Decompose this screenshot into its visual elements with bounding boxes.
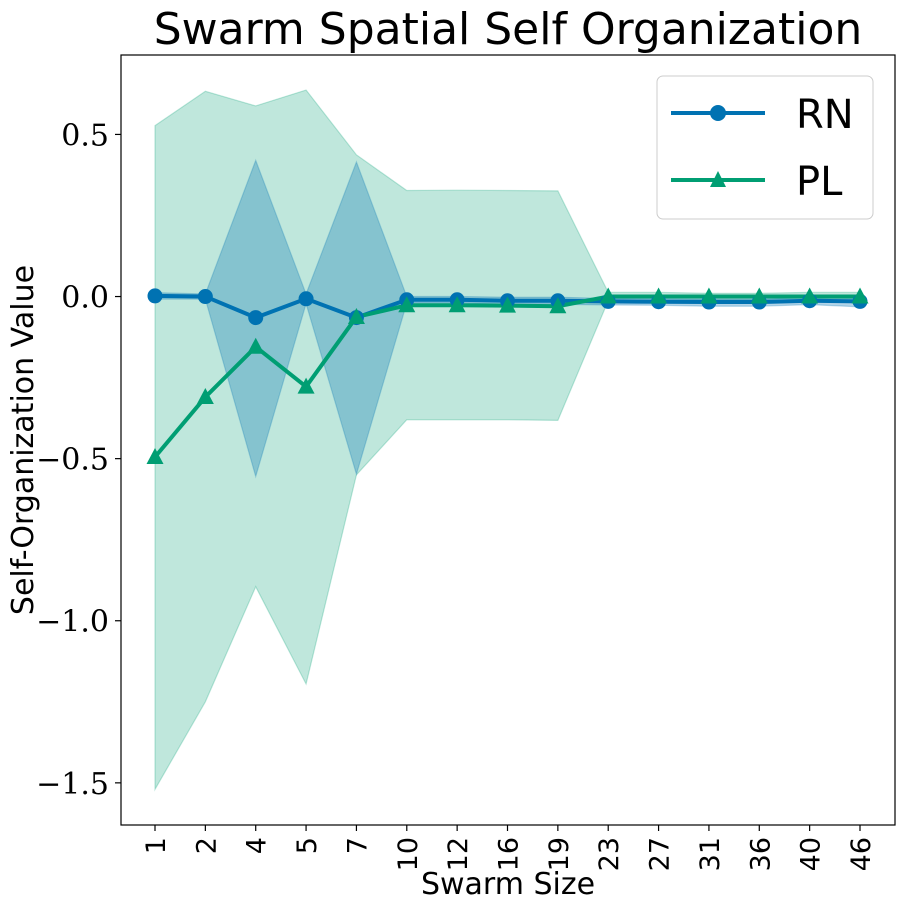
x-tick-label: 46 bbox=[846, 837, 877, 871]
x-tick-label: 36 bbox=[745, 837, 776, 871]
point-pl-5 bbox=[297, 377, 315, 394]
point-pl-36 bbox=[750, 287, 768, 304]
x-tick-label: 2 bbox=[191, 837, 222, 854]
plot-area bbox=[120, 54, 896, 826]
point-rn-4 bbox=[248, 310, 264, 326]
legend-label-rn: RN bbox=[796, 92, 854, 138]
x-tick-label: 1 bbox=[141, 837, 172, 854]
point-pl-10 bbox=[398, 296, 416, 313]
y-axis: 0.5 0.0 −0.5 −1.0 −1.5 bbox=[36, 118, 121, 802]
point-pl-4 bbox=[247, 337, 265, 354]
point-pl-40 bbox=[801, 287, 819, 304]
x-tick-label: 40 bbox=[796, 837, 827, 871]
series-markers bbox=[146, 287, 869, 465]
point-rn-2 bbox=[197, 289, 213, 305]
x-tick-label: 5 bbox=[292, 837, 323, 854]
point-pl-12 bbox=[448, 296, 466, 313]
x-tick-label: 19 bbox=[544, 837, 575, 871]
x-tick-label: 31 bbox=[695, 837, 726, 871]
x-tick-label: 12 bbox=[443, 837, 474, 871]
x-tick-label: 7 bbox=[342, 837, 373, 854]
x-tick-label: 23 bbox=[594, 837, 625, 871]
x-tick-label: 16 bbox=[494, 837, 525, 871]
x-tick-label: 4 bbox=[242, 837, 273, 854]
y-tick-label: 0.5 bbox=[61, 118, 109, 153]
legend-marker-pl bbox=[710, 171, 726, 187]
y-tick-label: −1.5 bbox=[36, 767, 109, 802]
y-axis-label: Self-Organization Value bbox=[6, 265, 41, 615]
legend-marker-rn bbox=[710, 105, 726, 121]
x-axis-label: Swarm Size bbox=[421, 867, 595, 902]
y-tick-label: 0.0 bbox=[61, 281, 109, 316]
point-pl-46 bbox=[851, 287, 869, 304]
point-pl-23 bbox=[599, 287, 617, 304]
point-pl-19 bbox=[549, 297, 567, 314]
x-tick-label: 27 bbox=[645, 837, 676, 871]
point-pl-16 bbox=[499, 296, 516, 313]
y-tick-label: −0.5 bbox=[36, 443, 109, 478]
x-axis: 1 2 4 5 7 10 12 16 19 23 27 31 36 40 46 bbox=[141, 825, 877, 871]
legend-label-pl: PL bbox=[796, 159, 843, 205]
point-pl-27 bbox=[650, 287, 668, 304]
x-tick-label: 10 bbox=[393, 837, 424, 871]
point-rn-1 bbox=[147, 288, 163, 304]
point-pl-31 bbox=[700, 287, 718, 304]
point-pl-7 bbox=[347, 307, 365, 324]
point-pl-2 bbox=[196, 388, 214, 405]
chart-title: Swarm Spatial Self Organization bbox=[154, 4, 863, 55]
point-pl-1 bbox=[146, 448, 164, 465]
legend: RN PL bbox=[656, 75, 874, 220]
point-rn-5 bbox=[298, 291, 314, 307]
y-tick-label: −1.0 bbox=[36, 605, 109, 640]
